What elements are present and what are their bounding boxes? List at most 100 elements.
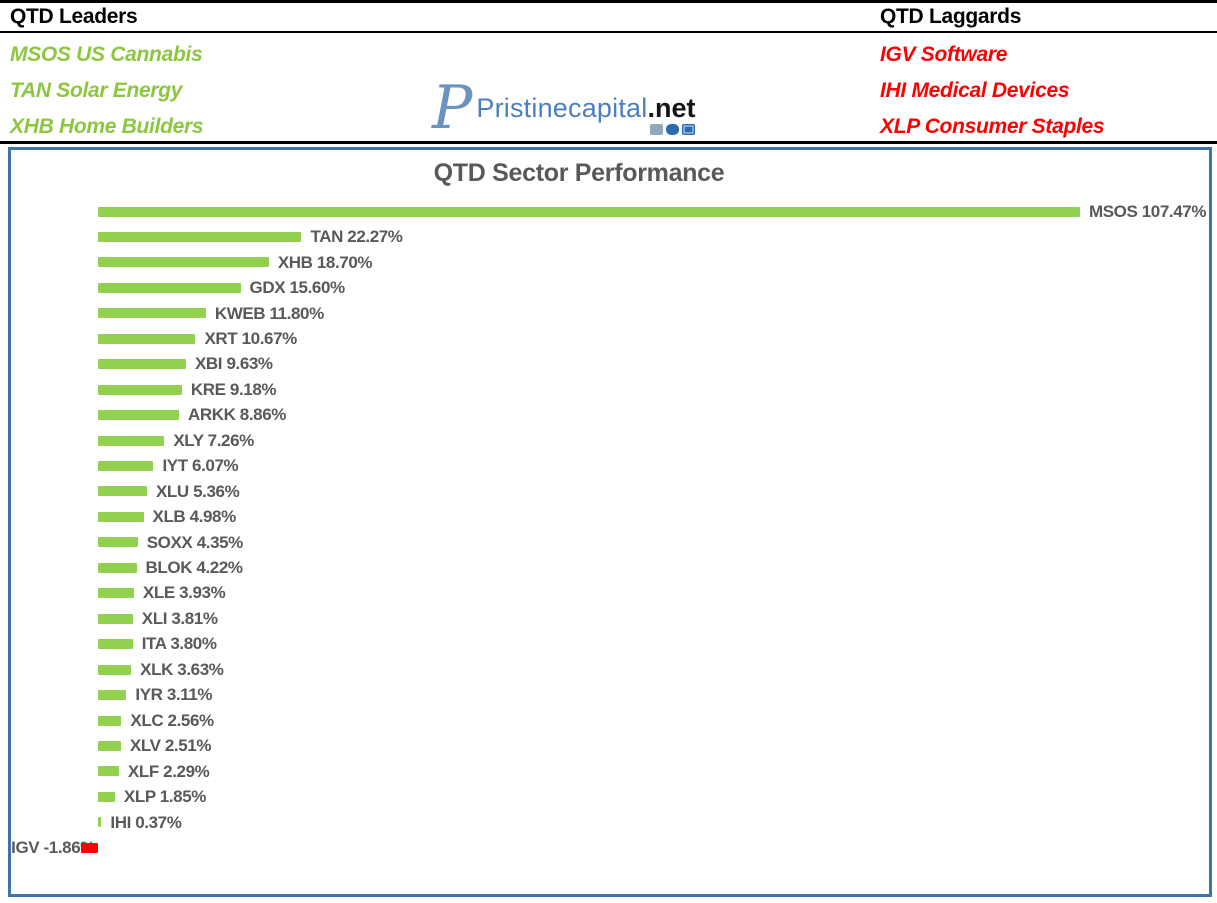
- bars: MSOS 107.47% TAN 22.27% XHB 18.70% GDX 15.6…: [11, 199, 1209, 864]
- bar-label-xlk: XLK 3.63%: [140, 659, 224, 679]
- bar-iyt: [98, 461, 154, 471]
- leader-item-msos: MSOS US Cannabis: [10, 43, 203, 66]
- leader-item-xhb: XHB Home Builders: [10, 115, 204, 138]
- discord-icon: [666, 124, 680, 135]
- logo-name: Pristinecapital: [476, 92, 648, 123]
- bar-label-gdx: GDX 15.60%: [249, 278, 346, 298]
- laggard-item-igv: IGV Software: [880, 43, 1008, 66]
- bar-xlv: [98, 740, 121, 751]
- leaders-column: QTD Leaders MSOS US Cannabis TAN Solar E…: [10, 5, 204, 138]
- bar-row-tan: TAN 22.27%: [11, 224, 1209, 249]
- bar-xlp: [98, 791, 115, 802]
- bar-row-soxx: SOXX 4.35%: [11, 530, 1209, 555]
- bar-xli: [98, 613, 133, 624]
- bar-row-igv: IGV -1.86%: [11, 835, 1209, 860]
- header-top-rule: [0, 0, 1217, 3]
- bar-xhb: [98, 257, 269, 268]
- bar-row-xlv: XLV 2.51%: [11, 733, 1209, 758]
- bar-label-blok: BLOK 4.22%: [145, 558, 243, 578]
- bar-label-igv: IGV -1.86%: [11, 837, 95, 857]
- laggard-item-xlp: XLP Consumer Staples: [880, 115, 1105, 138]
- bar-xrt: [98, 333, 196, 344]
- bar-row-arkk: ARKK 8.86%: [11, 403, 1209, 428]
- bar-blok: [98, 562, 137, 573]
- bar-row-xli: XLI 3.81%: [11, 606, 1209, 631]
- bar-row-iyt: IYT 6.07%: [11, 454, 1209, 479]
- bar-kweb: [98, 308, 206, 319]
- laggard-item-ihi: IHI Medical Devices: [880, 79, 1070, 102]
- logo-script-p-icon: P: [432, 73, 473, 143]
- laggards-column: QTD Laggards IGV Software IHI Medical De…: [880, 5, 1105, 138]
- bar-label-kre: KRE 9.18%: [190, 379, 277, 399]
- bar-xly: [98, 435, 165, 446]
- bar-row-kre: KRE 9.18%: [11, 377, 1209, 402]
- bar-row-kweb: KWEB 11.80%: [11, 301, 1209, 326]
- bar-label-xli: XLI 3.81%: [141, 608, 218, 628]
- bar-label-xlv: XLV 2.51%: [129, 736, 212, 756]
- bar-label-iyr: IYR 3.11%: [135, 685, 213, 705]
- laggards-title: QTD Laggards: [880, 5, 1022, 28]
- bar-row-ihi: IHI 0.37%: [11, 810, 1209, 835]
- bar-row-xlf: XLF 2.29%: [11, 759, 1209, 784]
- bar-label-xlf: XLF 2.29%: [127, 761, 210, 781]
- bar-label-msos: MSOS 107.47%: [1088, 201, 1207, 221]
- bar-xle: [98, 588, 134, 599]
- bar-row-xrt: XRT 10.67%: [11, 326, 1209, 351]
- chart-title: QTD Sector Performance: [433, 159, 725, 187]
- bar-label-xlb: XLB 4.98%: [152, 507, 237, 527]
- bar-xlu: [98, 486, 147, 497]
- bar-label-xrt: XRT 10.67%: [204, 328, 297, 348]
- leaders-title: QTD Leaders: [10, 5, 138, 28]
- bar-igv: [81, 842, 98, 853]
- bar-msos: [98, 206, 1080, 217]
- bar-row-ita: ITA 3.80%: [11, 632, 1209, 657]
- bar-label-xly: XLY 7.26%: [173, 430, 254, 450]
- bar-row-iyr: IYR 3.11%: [11, 683, 1209, 708]
- bar-label-arkk: ARKK 8.86%: [187, 405, 286, 425]
- bar-row-xlk: XLK 3.63%: [11, 657, 1209, 682]
- bar-xlk: [98, 664, 132, 675]
- bar-xlf: [98, 766, 119, 777]
- bar-iyr: [98, 690, 127, 701]
- bar-label-ita: ITA 3.80%: [141, 634, 217, 654]
- bar-row-xlb: XLB 4.98%: [11, 504, 1209, 529]
- bar-label-soxx: SOXX 4.35%: [146, 532, 244, 552]
- bar-row-gdx: GDX 15.60%: [11, 275, 1209, 300]
- bar-label-ihi: IHI 0.37%: [110, 812, 182, 832]
- laggards-list: IGV Software IHI Medical Devices XLP Con…: [880, 37, 1105, 145]
- logo-social-icons: [650, 124, 696, 135]
- logo-tld: .net: [647, 92, 696, 123]
- bar-row-xly: XLY 7.26%: [11, 428, 1209, 453]
- bar-row-xlu: XLU 5.36%: [11, 479, 1209, 504]
- bar-row-xle: XLE 3.93%: [11, 581, 1209, 606]
- header-title-rule: [0, 31, 1217, 33]
- bar-label-xhb: XHB 18.70%: [277, 252, 373, 272]
- bar-label-xbi: XBI 9.63%: [194, 354, 273, 374]
- social-icon-1: [650, 124, 664, 135]
- bar-gdx: [98, 282, 241, 293]
- bar-ita: [98, 639, 133, 650]
- bar-row-xlc: XLC 2.56%: [11, 708, 1209, 733]
- bar-arkk: [98, 410, 179, 421]
- bar-label-xle: XLE 3.93%: [142, 583, 226, 603]
- bar-xbi: [98, 359, 186, 370]
- bar-row-xbi: XBI 9.63%: [11, 352, 1209, 377]
- header: QTD Leaders MSOS US Cannabis TAN Solar E…: [0, 0, 1217, 146]
- bar-soxx: [98, 537, 138, 548]
- logo: P Pristinecapital .net: [432, 73, 696, 143]
- bar-xlb: [98, 511, 144, 522]
- chart-box: QTD Sector Performance MSOS 107.47% TAN 2…: [8, 147, 1212, 897]
- bar-kre: [98, 384, 182, 395]
- bar-row-blok: BLOK 4.22%: [11, 555, 1209, 580]
- bar-label-xlu: XLU 5.36%: [155, 481, 240, 501]
- bar-row-xlp: XLP 1.85%: [11, 784, 1209, 809]
- leaders-list: MSOS US Cannabis TAN Solar Energy XHB Ho…: [10, 37, 204, 145]
- bar-tan: [98, 231, 302, 242]
- tv-icon: [682, 124, 696, 135]
- bar-row-xhb: XHB 18.70%: [11, 250, 1209, 275]
- bar-xlc: [98, 715, 122, 726]
- bar-label-kweb: KWEB 11.80%: [214, 303, 324, 323]
- bar-label-tan: TAN 22.27%: [310, 227, 403, 247]
- bar-row-msos: MSOS 107.47%: [11, 199, 1209, 224]
